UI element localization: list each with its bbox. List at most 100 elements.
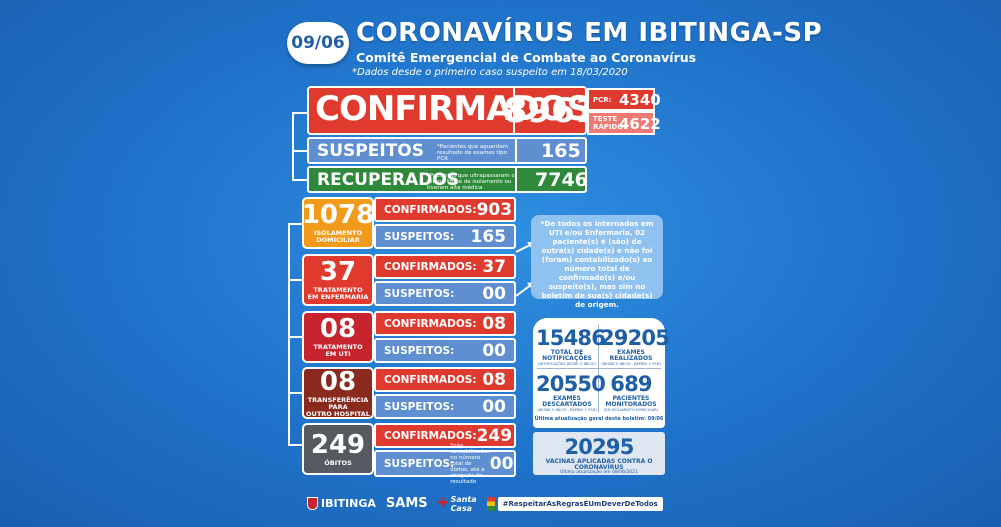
confirmed-row (307, 86, 587, 135)
rapid-label: TESTE RÁPIDO: (593, 115, 627, 131)
bracket-line (288, 444, 302, 446)
notifications-value: 15486 (536, 326, 606, 350)
transfer-number: 08 (319, 366, 357, 397)
pcr-value: 4340 (619, 91, 661, 109)
ward-treatment-label: TRATAMENTO EM ENFERMARIA (307, 286, 369, 301)
confirmed-value: 37 (482, 256, 506, 277)
icu-treatment-card: 08 TRATAMENTO EM UTI (302, 311, 374, 363)
icu-confirmed-bar: CONFIRMADOS: 08 (374, 311, 516, 336)
deaths-number: 249 (310, 429, 366, 460)
ward-confirmed-bar: CONFIRMADOS: 37 (374, 254, 516, 279)
suspects-label: SUSPEITOS: (384, 457, 455, 470)
data-since-note: *Dados desde o primeiro caso suspeito em… (352, 67, 628, 78)
home-isolation-confirmed-bar: CONFIRMADOS: 903 (374, 197, 516, 222)
suspects-value: 165 (470, 226, 507, 247)
deaths-suspects-note: *não contabilizados no número total de ó… (450, 442, 490, 485)
date-badge: 09/06 (287, 22, 349, 64)
divider (515, 139, 517, 162)
exams-stat: 29205 EXAMES REALIZADOS (DESDE O INÍCIO … (600, 326, 670, 366)
hashtag-group: #RespeitarAsRegrasÉUmDeverDeTodos (486, 496, 663, 511)
icu-suspects-bar: SUSPEITOS: 00 (374, 338, 516, 363)
confirmed-label: CONFIRMADOS: (384, 203, 477, 216)
pcr-label: PCR: (593, 96, 612, 104)
confirmed-label: CONFIRMADOS: (384, 260, 477, 273)
hashtag-badge: #RespeitarAsRegrasÉUmDeverDeTodos (497, 496, 663, 511)
confirmed-label: CONFIRMADOS: (384, 317, 477, 330)
transfer-card: 08 TRANSFERÊNCIA PARA OUTRO HOSPITAL (302, 367, 374, 419)
bracket-line (288, 336, 302, 338)
discarded-sub: (DESDE O INÍCIO - RÁPIDO + PCR) (537, 408, 597, 412)
home-isolation-card: 1078 ISOLAMENTO DOMICILIAR (302, 197, 374, 249)
rapid-value: 4622 (619, 115, 661, 133)
suspects-value: 00 (482, 283, 506, 304)
confirmed-label: CONFIRMADOS: (384, 373, 477, 386)
monitored-value: 689 (610, 372, 652, 396)
suspects-value: 00 (482, 396, 506, 417)
exams-value: 29205 (600, 326, 670, 350)
suspects-value: 165 (541, 140, 581, 162)
city-logo: IBITINGA (307, 497, 376, 510)
hospital-logo: ✚ Santa Casa (438, 495, 477, 513)
confirmed-label: CONFIRMADOS: (384, 429, 477, 442)
bracket-line (292, 112, 307, 114)
vaccines-panel: 20295 VACINAS APLICADAS CONTRA O CORONAV… (533, 432, 665, 475)
city-logo-text: IBITINGA (321, 497, 376, 510)
exams-sub: (DESDE O INÍCIO - RÁPIDO + PCR) (601, 362, 661, 366)
bracket-line (292, 112, 294, 180)
vaccines-value: 20295 (564, 435, 634, 459)
recovered-value: 7746 (535, 169, 588, 191)
city-crest-icon (307, 497, 318, 510)
recovered-label: RECUPERADOS (317, 170, 460, 190)
recovered-row: RECUPERADOS *Pacientes que ultrapassaram… (307, 166, 588, 193)
suspects-label: SUSPEITOS: (384, 287, 455, 300)
suspects-row: SUSPEITOS *Pacientes que aguardam result… (307, 137, 587, 164)
confirmed-value: 08 (482, 369, 506, 390)
ward-treatment-card: 37 TRATAMENTO EM ENFERMARIA (302, 254, 374, 306)
notifications-sub: (NOTIFICAÇÕES DESDE O INÍCIO) (538, 362, 596, 366)
home-isolation-number: 1078 (301, 200, 375, 230)
deaths-label: ÓBITOS (324, 458, 352, 467)
page-subtitle: Comitê Emergencial de Combate ao Coronav… (356, 50, 697, 65)
transfer-label: TRANSFERÊNCIA PARA OUTRO HOSPITAL (306, 395, 370, 418)
hospital-logo-text: Santa Casa (450, 494, 477, 513)
bracket-line (288, 279, 302, 281)
confirmed-value: 903 (476, 199, 513, 220)
deaths-suspects-bar: SUSPEITOS: *não contabilizados no número… (374, 443, 516, 485)
stats-panel: 15486 TOTAL DE NOTIFICAÇÕES (NOTIFICAÇÕE… (533, 318, 670, 428)
traffic-light-icon (486, 496, 495, 511)
divider (515, 168, 517, 191)
suspects-value: 00 (482, 340, 506, 361)
suspects-label: SUSPEITOS: (384, 344, 455, 357)
bracket-line (288, 392, 302, 394)
recovered-note: *Pacientes que ultrapassaram o tempo lim… (427, 173, 515, 191)
confirmed-value: 249 (476, 425, 513, 446)
suspects-label: SUSPEITOS: (384, 230, 455, 243)
bracket-line (288, 223, 290, 445)
transfer-suspects-bar: SUSPEITOS: 00 (374, 394, 516, 419)
ward-suspects-bar: SUSPEITOS: 00 (374, 281, 516, 306)
update-note: Última atualização geral deste boletim: … (534, 416, 664, 422)
monitored-stat: 689 PACIENTES MONITORADOS (EM ISOLAMENTO… (600, 372, 662, 412)
suspects-note: *Pacientes que aguardam resultado de exa… (437, 144, 508, 162)
rapid-test-box: TESTE RÁPIDO: 4622 (587, 111, 661, 135)
icu-treatment-label: TRATAMENTO EM UTI (313, 343, 363, 358)
confirmed-label: CONFIRMADOS (315, 89, 591, 129)
bracket-line (288, 223, 302, 225)
cross-icon: ✚ (437, 496, 449, 511)
confirmed-value: 08 (482, 313, 506, 334)
vaccines-label: VACINAS APLICADAS CONTRA O CORONAVÍRUS (545, 458, 653, 471)
deaths-confirmed-bar: CONFIRMADOS: 249 (374, 423, 516, 448)
confirmed-value: 8961 (504, 86, 598, 135)
exams-label: EXAMES REALIZADOS (609, 349, 653, 362)
monitored-label: PACIENTES MONITORADOS (605, 395, 657, 408)
icu-treatment-number: 08 (319, 314, 357, 344)
health-logo: SAMS (385, 496, 428, 511)
discarded-stat: 20550 EXAMES DESCARTADOS (DESDE O INÍCIO… (536, 372, 606, 412)
vaccines-sub: Última atualização em 08/06/2021 (560, 470, 638, 475)
discarded-label: EXAMES DESCARTADOS (542, 395, 592, 408)
home-isolation-label: ISOLAMENTO DOMICILIAR (313, 229, 363, 244)
home-isolation-suspects-bar: SUSPEITOS: 165 (374, 224, 516, 249)
bracket-line (292, 179, 307, 181)
bracket-line (292, 150, 307, 152)
stats-divider (537, 368, 661, 369)
